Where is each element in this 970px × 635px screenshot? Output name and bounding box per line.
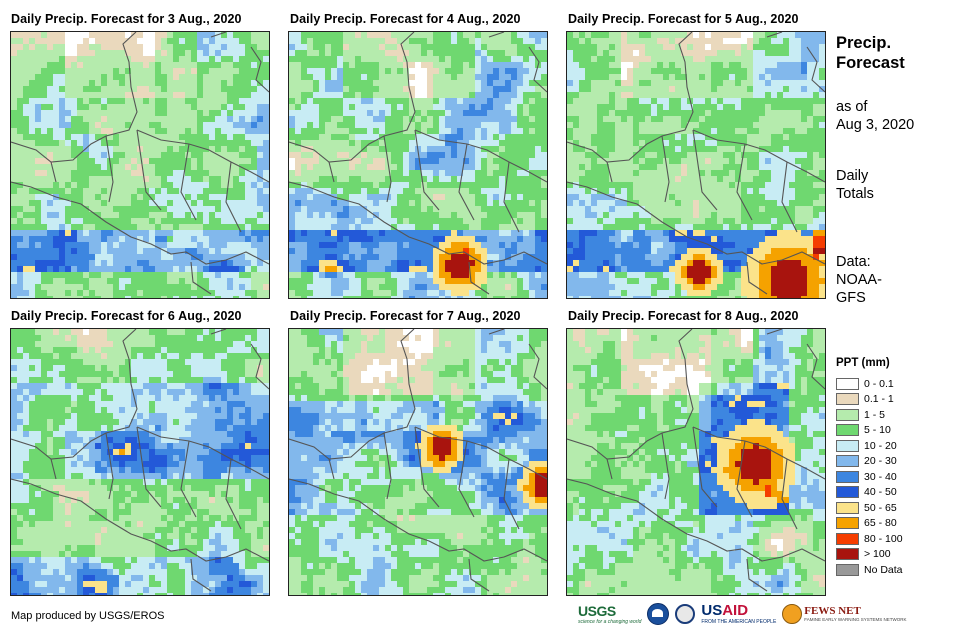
precip-grid [289,329,547,595]
legend-label: 10 - 20 [864,439,897,452]
legend-swatch [836,470,859,483]
legend-swatch [836,439,859,452]
data-source-text: Data: NOAA- GFS [836,253,882,307]
legend-swatch [836,424,859,437]
map-panel-aug-6 [10,328,270,596]
credit-text: Map produced by USGS/EROS [11,610,165,622]
legend: 0 - 0.1 0.1 - 1 1 - 5 5 - 10 10 - 20 20 - 30 3… [836,376,903,578]
coastline-borders [11,329,269,592]
fews-logo-text: FEWS NET [804,605,861,617]
precip-grid [567,329,825,595]
fews-tagline: FAMINE EARLY WARNING SYSTEMS NETWORK [804,617,907,622]
usaid-logo: USAID FROM THE AMERICAN PEOPLE [701,602,776,625]
legend-swatch [836,393,859,406]
legend-item: 40 - 50 [836,485,903,501]
panel-title-6: Daily Precip. Forecast for 8 Aug., 2020 [568,309,799,323]
legend-label: > 100 [864,548,891,561]
coastline-borders [567,32,825,295]
coastline-borders [567,329,825,592]
usaid-tagline: FROM THE AMERICAN PEOPLE [701,619,777,625]
legend-swatch [836,408,859,421]
legend-label: 0 - 0.1 [864,377,894,390]
as-of-line1: as of [836,99,868,115]
precip-grid [11,32,269,298]
logo-strip: USGS science for a changing world USAID … [578,602,906,625]
panel-title-1: Daily Precip. Forecast for 3 Aug., 2020 [11,12,242,26]
legend-swatch [836,548,859,561]
legend-item: > 100 [836,547,903,563]
totals-line1: Daily [836,168,869,184]
legend-item: 0 - 0.1 [836,376,903,392]
legend-item: 50 - 65 [836,500,903,516]
legend-label: No Data [864,563,903,576]
side-title-line2: Forecast [836,54,905,72]
precip-grid [11,329,269,595]
usgs-tagline: science for a changing world [578,618,642,625]
legend-label: 50 - 65 [864,501,897,514]
noaa-logo-icon [647,602,670,625]
panel-title-5: Daily Precip. Forecast for 7 Aug., 2020 [290,309,521,323]
usaid-logo-us: US [701,602,723,619]
daily-totals-text: Daily Totals [836,167,874,203]
panel-title-4: Daily Precip. Forecast for 6 Aug., 2020 [11,309,242,323]
legend-swatch [836,486,859,499]
coastline-borders [289,32,547,295]
map-panel-aug-8 [566,328,826,596]
panel-title-3: Daily Precip. Forecast for 5 Aug., 2020 [568,12,799,26]
totals-line2: Totals [836,186,874,202]
legend-label: 20 - 30 [864,455,897,468]
legend-item: 0.1 - 1 [836,392,903,408]
legend-label: 1 - 5 [864,408,886,421]
legend-swatch [836,517,859,530]
legend-label: 0.1 - 1 [864,393,894,406]
precip-grid [289,32,547,298]
fews-globe-icon [782,603,803,624]
legend-title: PPT (mm) [836,357,890,369]
legend-item: 80 - 100 [836,531,903,547]
legend-item: No Data [836,562,903,578]
legend-label: 30 - 40 [864,470,897,483]
map-panel-aug-5 [566,31,826,299]
legend-item: 1 - 5 [836,407,903,423]
map-panel-aug-3 [10,31,270,299]
data-line3: GFS [836,290,866,306]
seal-logo-icon [675,603,696,624]
legend-swatch [836,377,859,390]
as-of-line2: Aug 3, 2020 [836,117,915,133]
legend-label: 40 - 50 [864,486,897,499]
legend-swatch [836,455,859,468]
usaid-logo-aid: AID [722,602,749,619]
legend-item: 65 - 80 [836,516,903,532]
usgs-logo: USGS science for a changing world [578,603,641,625]
legend-item: 10 - 20 [836,438,903,454]
legend-item: 20 - 30 [836,454,903,470]
legend-item: 30 - 40 [836,469,903,485]
side-title: Precip. Forecast [836,33,905,73]
data-line1: Data: [836,254,871,270]
legend-item: 5 - 10 [836,423,903,439]
legend-swatch [836,501,859,514]
precip-grid [567,32,825,298]
legend-label: 5 - 10 [864,424,891,437]
as-of-text: as of Aug 3, 2020 [836,98,914,134]
legend-swatch [836,563,859,576]
coastline-borders [289,329,547,592]
legend-label: 80 - 100 [864,532,903,545]
panel-title-2: Daily Precip. Forecast for 4 Aug., 2020 [290,12,521,26]
legend-swatch [836,532,859,545]
map-panel-aug-4 [288,31,548,299]
coastline-borders [11,32,269,295]
legend-label: 65 - 80 [864,517,897,530]
side-title-line1: Precip. [836,34,892,52]
fews-net-logo: FEWS NET FAMINE EARLY WARNING SYSTEMS NE… [782,603,907,624]
map-panel-aug-7 [288,328,548,596]
data-line2: NOAA- [836,272,882,288]
usgs-logo-text: USGS [578,602,616,619]
